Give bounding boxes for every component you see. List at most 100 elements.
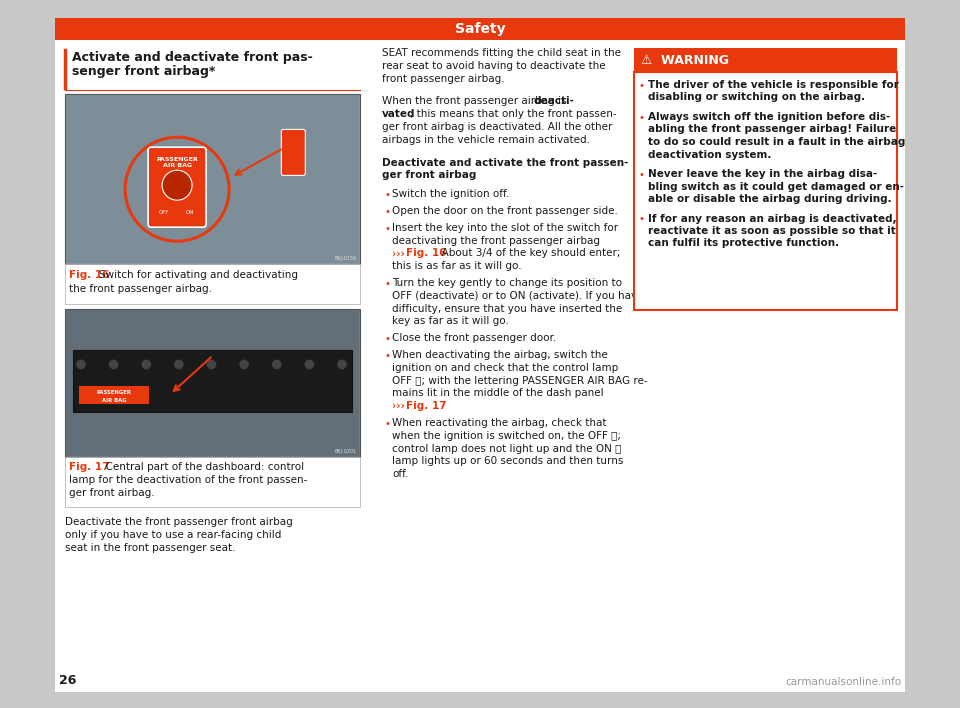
- FancyBboxPatch shape: [281, 130, 305, 176]
- Text: difficulty, ensure that you have inserted the: difficulty, ensure that you have inserte…: [392, 304, 622, 314]
- Text: •: •: [384, 224, 390, 234]
- Text: Always switch off the ignition before dis-: Always switch off the ignition before di…: [648, 112, 890, 122]
- Bar: [66, 310, 359, 456]
- Text: seat in the front passenger seat.: seat in the front passenger seat.: [65, 543, 235, 553]
- Text: ON: ON: [186, 210, 194, 215]
- Bar: [66, 95, 359, 263]
- Text: .: .: [436, 401, 439, 411]
- Text: BKJ-0156: BKJ-0156: [335, 256, 357, 261]
- Text: PASSENGER
AIR BAG: PASSENGER AIR BAG: [156, 156, 198, 168]
- Text: Never leave the key in the airbag disa-: Never leave the key in the airbag disa-: [648, 169, 877, 179]
- Text: If for any reason an airbag is deactivated,: If for any reason an airbag is deactivat…: [648, 214, 897, 224]
- Text: Central part of the dashboard: control: Central part of the dashboard: control: [99, 462, 304, 472]
- Text: Open the door on the front passenger side.: Open the door on the front passenger sid…: [392, 206, 618, 216]
- Text: •: •: [639, 81, 645, 91]
- Text: BKJ-0201: BKJ-0201: [335, 449, 357, 454]
- Text: ger front airbag.: ger front airbag.: [69, 488, 155, 498]
- Text: vated: vated: [382, 109, 416, 119]
- Circle shape: [272, 360, 281, 370]
- Text: 26: 26: [59, 674, 77, 687]
- Text: AIR BAG: AIR BAG: [102, 398, 127, 403]
- Bar: [65, 309, 360, 457]
- Text: Fig. 17: Fig. 17: [69, 462, 109, 472]
- Text: to do so could result in a fault in the airbag: to do so could result in a fault in the …: [648, 137, 905, 147]
- Text: deacti-: deacti-: [534, 96, 575, 106]
- Bar: [73, 350, 352, 413]
- Text: OFF (deactivate) or to ON (activate). If you have: OFF (deactivate) or to ON (activate). If…: [392, 291, 643, 301]
- Text: Turn the key gently to change its position to: Turn the key gently to change its positi…: [392, 278, 622, 288]
- Text: ›››: ›››: [392, 401, 405, 411]
- Text: senger front airbag*: senger front airbag*: [72, 65, 215, 78]
- Circle shape: [239, 360, 250, 370]
- Text: Fig. 16: Fig. 16: [69, 270, 109, 280]
- Text: PASSENGER: PASSENGER: [97, 390, 132, 395]
- Bar: [77, 384, 348, 406]
- Bar: [65, 94, 360, 264]
- Text: disabling or switching on the airbag.: disabling or switching on the airbag.: [648, 93, 865, 103]
- Circle shape: [108, 360, 119, 370]
- Text: deactivating the front passenger airbag: deactivating the front passenger airbag: [392, 236, 600, 246]
- Text: The driver of the vehicle is responsible for: The driver of the vehicle is responsible…: [648, 80, 899, 90]
- Bar: [79, 387, 149, 404]
- Text: carmanualsonline.info: carmanualsonline.info: [785, 677, 901, 687]
- Text: OFF Ⓡ; with the lettering PASSENGER AIR BAG re-: OFF Ⓡ; with the lettering PASSENGER AIR …: [392, 376, 648, 386]
- Text: Deactivate the front passenger front airbag: Deactivate the front passenger front air…: [65, 517, 293, 527]
- Text: Insert the key into the slot of the switch for: Insert the key into the slot of the swit…: [392, 223, 618, 233]
- Circle shape: [141, 360, 152, 370]
- Text: •: •: [384, 419, 390, 429]
- Text: deactivation system.: deactivation system.: [648, 149, 772, 159]
- Text: reactivate it as soon as possible so that it: reactivate it as soon as possible so tha…: [648, 226, 896, 236]
- Text: Switch the ignition off.: Switch the ignition off.: [392, 189, 510, 199]
- Text: •: •: [639, 215, 645, 224]
- Text: ⚠  WARNING: ⚠ WARNING: [641, 54, 729, 67]
- Text: lamp for the deactivation of the front passen-: lamp for the deactivation of the front p…: [69, 475, 307, 485]
- Text: bling switch as it could get damaged or en-: bling switch as it could get damaged or …: [648, 181, 904, 191]
- Text: When deactivating the airbag, switch the: When deactivating the airbag, switch the: [392, 350, 608, 360]
- Text: key as far as it will go.: key as far as it will go.: [392, 316, 509, 326]
- Text: front passenger airbag.: front passenger airbag.: [382, 74, 505, 84]
- Text: lamp lights up or 60 seconds and then turns: lamp lights up or 60 seconds and then tu…: [392, 457, 623, 467]
- Text: the front passenger airbag.: the front passenger airbag.: [69, 284, 212, 294]
- Text: , this means that only the front passen-: , this means that only the front passen-: [410, 109, 616, 119]
- Circle shape: [76, 360, 86, 370]
- Text: ger front airbag is deactivated. All the other: ger front airbag is deactivated. All the…: [382, 122, 612, 132]
- Text: SEAT recommends fitting the child seat in the: SEAT recommends fitting the child seat i…: [382, 48, 621, 58]
- Text: •: •: [639, 113, 645, 123]
- Text: when the ignition is switched on, the OFF Ⓡ;: when the ignition is switched on, the OF…: [392, 430, 621, 441]
- Text: When reactivating the airbag, check that: When reactivating the airbag, check that: [392, 418, 607, 428]
- Text: can fulfil its protective function.: can fulfil its protective function.: [648, 239, 839, 249]
- Text: Deactivate and activate the front passen-: Deactivate and activate the front passen…: [382, 158, 629, 168]
- Bar: [65, 457, 360, 507]
- Text: rear seat to avoid having to deactivate the: rear seat to avoid having to deactivate …: [382, 61, 606, 71]
- Text: Safety: Safety: [455, 22, 505, 36]
- Text: this is as far as it will go.: this is as far as it will go.: [392, 261, 521, 271]
- Bar: [55, 18, 905, 692]
- Text: •: •: [639, 170, 645, 180]
- Text: OFF: OFF: [158, 210, 169, 215]
- Text: ›››: ›››: [392, 249, 405, 258]
- Bar: [55, 18, 905, 40]
- Text: •: •: [384, 334, 390, 344]
- Circle shape: [304, 360, 314, 370]
- Text: abling the front passenger airbag! Failure: abling the front passenger airbag! Failu…: [648, 125, 897, 135]
- Text: Fig. 16: Fig. 16: [406, 249, 446, 258]
- FancyBboxPatch shape: [148, 147, 206, 227]
- Text: airbags in the vehicle remain activated.: airbags in the vehicle remain activated.: [382, 135, 590, 145]
- Text: off.: off.: [392, 469, 409, 479]
- Text: . About 3/4 of the key should enter;: . About 3/4 of the key should enter;: [436, 249, 621, 258]
- Text: ignition on and check that the control lamp: ignition on and check that the control l…: [392, 362, 618, 373]
- Text: •: •: [384, 351, 390, 361]
- Circle shape: [162, 170, 192, 200]
- Text: ger front airbag: ger front airbag: [382, 171, 476, 181]
- Text: only if you have to use a rear-facing child: only if you have to use a rear-facing ch…: [65, 530, 281, 540]
- Text: control lamp does not light up and the ON Ⓢ: control lamp does not light up and the O…: [392, 444, 621, 454]
- Text: •: •: [384, 207, 390, 217]
- Text: Activate and deactivate front pas-: Activate and deactivate front pas-: [72, 51, 313, 64]
- Text: able or disable the airbag during driving.: able or disable the airbag during drivin…: [648, 194, 892, 204]
- Text: •: •: [384, 190, 390, 200]
- Text: •: •: [384, 279, 390, 289]
- Text: When the front passenger airbag is: When the front passenger airbag is: [382, 96, 569, 106]
- Text: Fig. 17: Fig. 17: [406, 401, 446, 411]
- Circle shape: [174, 360, 184, 370]
- Circle shape: [337, 360, 347, 370]
